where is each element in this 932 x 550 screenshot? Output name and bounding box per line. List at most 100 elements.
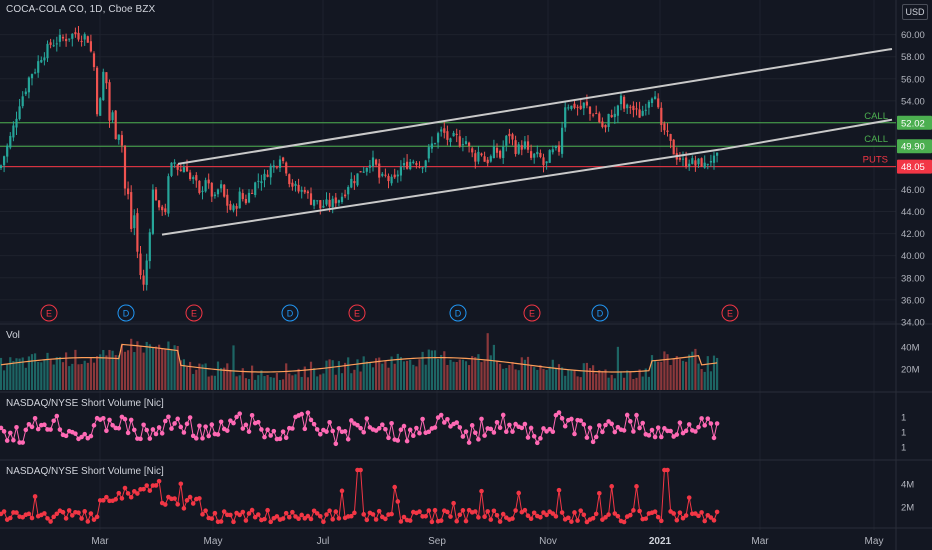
short-volume-point-1: [677, 420, 683, 425]
short-volume-point-2: [516, 490, 521, 496]
short-volume-point-1: [386, 435, 391, 441]
candle-body: [638, 109, 641, 118]
candle-body: [607, 113, 610, 128]
candle-body: [303, 190, 306, 193]
volume-bar: [86, 362, 89, 390]
short-volume-point-2: [407, 518, 413, 523]
time-axis-tick: May: [865, 536, 884, 547]
short-volume-point-2: [82, 509, 87, 514]
candle-body: [536, 151, 539, 155]
short-volume-point-1: [48, 427, 53, 432]
candle-body: [117, 134, 120, 140]
volume-bar: [368, 362, 371, 390]
short-volume-point-2: [401, 514, 407, 520]
candle-body: [700, 158, 703, 167]
short-volume-pane-label-2[interactable]: NASDAQ/NYSE Short Volume [Nic]: [6, 466, 164, 477]
short-volume-point-1: [519, 425, 525, 431]
candle-body: [492, 146, 495, 159]
candle-body: [319, 200, 322, 209]
short-volume-point-1: [26, 421, 32, 427]
volume-bar: [694, 348, 697, 390]
short-volume-point-1: [426, 429, 432, 435]
candle-body: [86, 36, 89, 43]
short-volume-point-2: [66, 508, 72, 513]
volume-bar: [151, 347, 154, 390]
short-volume-point-2: [1, 509, 7, 514]
candle-body: [71, 33, 74, 39]
short-volume-point-2: [85, 519, 91, 524]
chart-title[interactable]: COCA-COLA CO, 1D, Cboe BZX: [6, 4, 156, 15]
short-volume-point-2: [283, 510, 289, 516]
short-volume-point-2: [221, 509, 227, 514]
volume-bar: [306, 377, 309, 390]
short-volume-pane-label-1[interactable]: NASDAQ/NYSE Short Volume [Nic]: [6, 398, 164, 409]
volume-bar: [409, 359, 412, 390]
short-volume-point-1: [138, 436, 143, 442]
volume-bar: [675, 356, 678, 390]
volume-bar: [278, 379, 282, 390]
candle-body: [328, 199, 331, 207]
volume-bar: [309, 361, 313, 390]
volume-bar: [313, 368, 316, 390]
short-volume-point-2: [358, 467, 363, 473]
candle-body: [309, 193, 313, 205]
candle-body: [616, 105, 619, 116]
short-volume-point-1: [79, 434, 84, 440]
volume-bar: [148, 344, 151, 390]
short-volume-point-1: [655, 425, 661, 430]
volume-bar: [582, 363, 585, 390]
volume-pane-label[interactable]: Vol: [6, 330, 20, 341]
candle-body: [15, 118, 18, 128]
short-volume-point-1: [414, 425, 419, 431]
candle-body: [486, 159, 489, 164]
candle-body: [716, 152, 719, 156]
short-volume-axis-tick-2: 2M: [901, 503, 914, 514]
short-volume-point-1: [457, 425, 463, 430]
volume-bar: [52, 364, 55, 390]
short-volume-point-2: [544, 512, 549, 518]
candle-body: [201, 190, 204, 192]
short-volume-point-2: [429, 519, 435, 525]
short-volume-point-1: [435, 415, 441, 420]
candle-body: [18, 106, 21, 120]
candle-body: [40, 59, 43, 63]
candle-body: [688, 163, 691, 167]
volume-bar: [461, 359, 464, 390]
volume-bar: [27, 356, 30, 390]
short-volume-point-1: [88, 433, 94, 439]
volume-bar: [604, 369, 607, 390]
candle-body: [557, 145, 561, 152]
short-volume-point-1: [82, 431, 87, 437]
short-volume-point-2: [556, 487, 562, 493]
candle-body: [375, 159, 378, 165]
volume-bar: [220, 368, 223, 390]
candle-body: [161, 206, 164, 211]
short-volume-point-2: [88, 511, 94, 516]
short-volume-point-1: [280, 429, 286, 434]
candle-body: [300, 190, 303, 192]
volume-bar: [508, 365, 511, 390]
candle-body: [619, 95, 623, 105]
candle-body: [678, 157, 681, 160]
short-volume-point-1: [473, 430, 478, 436]
candle-body: [502, 146, 505, 159]
candle-body: [65, 38, 68, 42]
volume-bar: [672, 358, 675, 390]
candle-body: [598, 113, 601, 123]
candle-body: [52, 45, 55, 47]
short-volume-point-2: [178, 481, 184, 487]
candle-body: [461, 144, 464, 146]
candle-body: [390, 176, 393, 184]
short-volume-point-1: [693, 429, 698, 434]
short-volume-point-1: [547, 426, 552, 432]
currency-badge[interactable]: USD: [902, 4, 928, 20]
volume-bar: [592, 365, 595, 390]
volume-bar: [570, 369, 573, 390]
candle-body: [495, 147, 499, 153]
short-volume-point-2: [392, 484, 398, 490]
short-volume-point-1: [649, 427, 655, 433]
earnings-event-label: E: [727, 309, 733, 319]
short-volume-point-1: [311, 421, 317, 427]
short-volume-point-2: [494, 512, 500, 518]
candle-body: [632, 105, 635, 111]
